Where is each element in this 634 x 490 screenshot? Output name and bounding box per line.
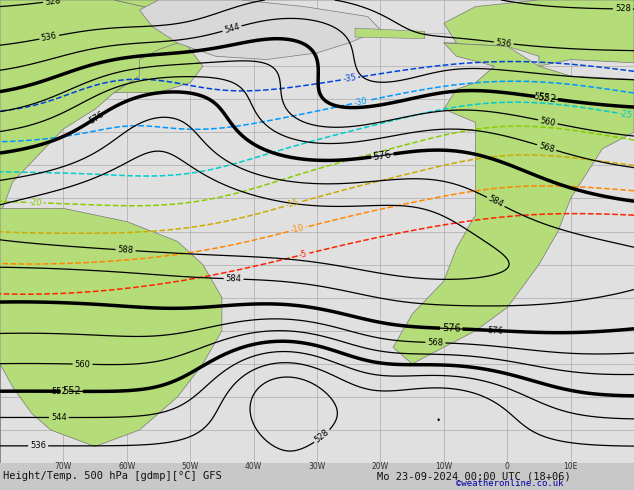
Text: -35: -35	[342, 73, 357, 84]
Text: 50W: 50W	[181, 462, 199, 471]
Polygon shape	[114, 0, 222, 93]
Text: Mo 23-09-2024 00:00 UTC (18+06): Mo 23-09-2024 00:00 UTC (18+06)	[377, 471, 571, 481]
Text: 544: 544	[223, 22, 241, 35]
Text: 552: 552	[533, 92, 550, 103]
Text: 584: 584	[487, 194, 505, 210]
Text: -30: -30	[353, 96, 368, 108]
Text: 10W: 10W	[435, 462, 453, 471]
Text: 40W: 40W	[245, 462, 262, 471]
Text: 576: 576	[373, 149, 392, 162]
Text: 568: 568	[427, 338, 444, 347]
Text: 528: 528	[44, 0, 61, 6]
Text: 552: 552	[536, 92, 557, 104]
Text: 536: 536	[30, 441, 46, 450]
Text: ©weatheronline.co.uk: ©weatheronline.co.uk	[456, 479, 564, 488]
Text: 576: 576	[488, 326, 504, 336]
Text: 60W: 60W	[118, 462, 136, 471]
Text: -10: -10	[290, 223, 305, 235]
Text: -5: -5	[299, 249, 309, 260]
Text: 0: 0	[505, 462, 510, 471]
Text: 560: 560	[75, 360, 91, 369]
Text: 70W: 70W	[55, 462, 72, 471]
Text: 536: 536	[495, 38, 512, 49]
Text: 552: 552	[51, 387, 67, 396]
Text: 568: 568	[538, 141, 555, 154]
Polygon shape	[0, 208, 222, 446]
Text: 552: 552	[62, 386, 81, 396]
Text: 10E: 10E	[564, 462, 578, 471]
Text: 536: 536	[41, 31, 58, 43]
Polygon shape	[355, 28, 425, 39]
Text: 544: 544	[51, 413, 67, 422]
Text: 576: 576	[442, 323, 461, 334]
Polygon shape	[393, 43, 634, 364]
Text: 20W: 20W	[372, 462, 389, 471]
Text: -25: -25	[619, 109, 633, 120]
Text: -15: -15	[285, 198, 300, 210]
Text: 560: 560	[539, 116, 557, 128]
Polygon shape	[0, 0, 203, 463]
Text: 576: 576	[87, 109, 106, 125]
Polygon shape	[139, 0, 380, 60]
Text: Height/Temp. 500 hPa [gdmp][°C] GFS: Height/Temp. 500 hPa [gdmp][°C] GFS	[3, 471, 222, 481]
Text: 528: 528	[313, 428, 331, 445]
Text: 588: 588	[117, 245, 134, 255]
Text: 584: 584	[226, 274, 242, 284]
Text: 30W: 30W	[308, 462, 326, 471]
Polygon shape	[444, 0, 634, 66]
Text: 528: 528	[615, 4, 631, 14]
Text: -20: -20	[28, 198, 42, 207]
